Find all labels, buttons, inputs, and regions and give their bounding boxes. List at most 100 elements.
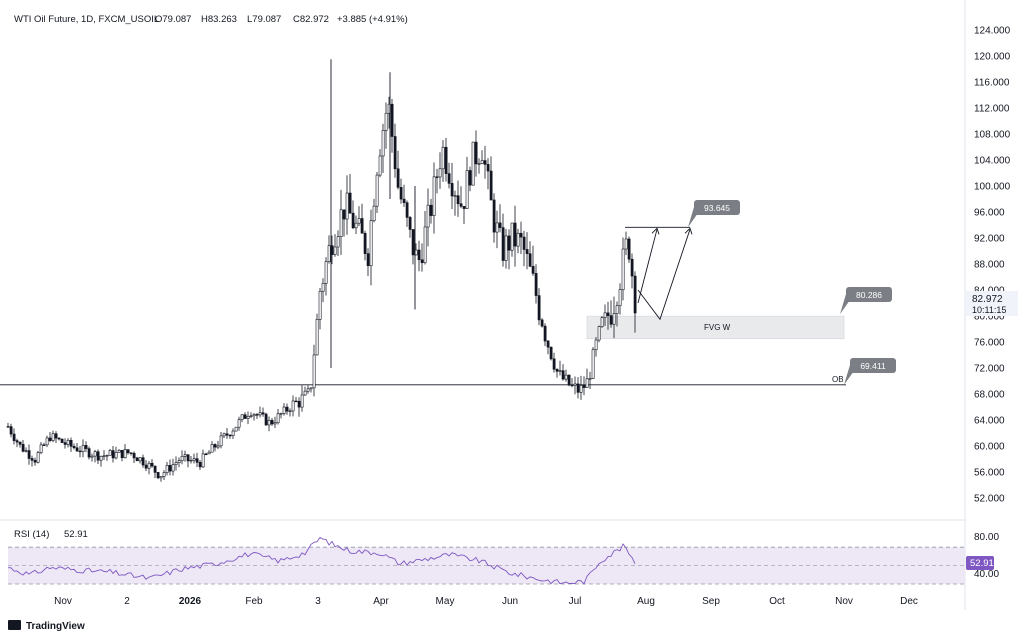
candle-up (207, 451, 211, 455)
candle-up (45, 437, 49, 446)
candle-up (276, 413, 280, 424)
price-tick: 72.000 (974, 364, 1005, 375)
candle-up (192, 458, 196, 461)
candle-down (429, 204, 433, 216)
candle-down (456, 195, 460, 205)
candle-down (606, 312, 610, 316)
candle-down (84, 445, 88, 449)
candle-down (144, 464, 148, 469)
candle-down (420, 259, 424, 264)
candle-up (375, 174, 379, 207)
candle-down (576, 383, 580, 393)
candle-down (522, 236, 526, 250)
candle-up (306, 388, 310, 392)
candle-down (468, 170, 472, 186)
candle-up (237, 419, 241, 428)
candle-down (489, 170, 493, 201)
candle-down (111, 450, 115, 459)
candle-down (195, 458, 199, 463)
candle-up (369, 220, 373, 267)
candle-down (135, 457, 139, 462)
tradingview-icon (8, 620, 21, 630)
candle-down (447, 173, 451, 184)
candle-down (18, 441, 22, 445)
target-tag-bg (694, 200, 740, 215)
candle-down (270, 419, 274, 425)
price-tick: 108.000 (974, 130, 1011, 141)
candle-down (540, 319, 544, 327)
price-tick: 120.000 (974, 52, 1011, 63)
candle-down (6, 426, 10, 428)
price-tick: 60.000 (974, 442, 1005, 453)
candle-up (591, 349, 595, 379)
candle-down (582, 385, 586, 388)
candle-down (33, 460, 37, 463)
candle-up (246, 415, 250, 419)
candle-up (258, 412, 262, 416)
time-tick: Jul (569, 596, 582, 607)
price-tick: 116.000 (974, 78, 1010, 89)
candle-down (450, 183, 454, 197)
candle-up (288, 410, 292, 413)
candle-down (528, 253, 532, 267)
candle-down (408, 217, 412, 230)
candle-down (396, 168, 400, 188)
candle-down (126, 449, 130, 454)
candle-up (426, 204, 430, 228)
candle-up (516, 232, 520, 247)
candle-down (96, 451, 100, 461)
candle-up (66, 439, 70, 445)
ohlc-close: C82.972 (293, 14, 329, 25)
candle-down (72, 446, 76, 449)
candle-up (579, 385, 583, 393)
candle-up (621, 248, 625, 290)
candle-down (15, 440, 19, 443)
candle-down (21, 444, 25, 452)
candle-down (342, 209, 346, 220)
fvg-box (586, 315, 845, 340)
candle-down (402, 198, 406, 203)
candlestick-series (6, 59, 637, 482)
candle-up (339, 209, 343, 238)
time-tick: Apr (373, 596, 389, 607)
price-tick: 88.000 (974, 260, 1005, 271)
candle-down (507, 235, 511, 251)
rsi-pane (7, 536, 965, 585)
candle-up (51, 433, 55, 441)
candle-up (441, 146, 445, 170)
candle-up (381, 130, 385, 157)
candle-up (282, 406, 286, 414)
fvg-tag: 80.286 (856, 290, 882, 300)
ohlc-open: O79.087 (155, 14, 191, 25)
candle-up (594, 339, 598, 351)
candle-up (249, 415, 253, 417)
candle-down (525, 249, 529, 254)
candle-down (69, 439, 73, 447)
price-axis: 124.000 120.000 116.000 112.000 108.000 104.0… (974, 26, 1011, 505)
candle-up (165, 465, 169, 473)
candle-up (300, 394, 304, 408)
ob-tag: 69.411 (860, 361, 886, 371)
price-tick: 112.000 (974, 104, 1010, 115)
time-tick: Oct (769, 596, 785, 607)
price-tick: 96.000 (974, 208, 1005, 219)
rsi-badge-value: 52.91 (970, 558, 994, 569)
candle-down (519, 232, 523, 238)
rsi-badge (966, 556, 994, 570)
candle-down (459, 203, 463, 207)
rsi-tick-80: 80.00 (974, 532, 999, 543)
price-tick: 100.000 (974, 182, 1011, 193)
candle-up (615, 305, 619, 314)
candle-up (321, 283, 325, 292)
candle-down (393, 136, 397, 170)
price-tick: 56.000 (974, 468, 1005, 479)
candle-down (243, 414, 247, 419)
candle-up (312, 354, 316, 389)
candle-up (600, 317, 604, 327)
time-tick: Sep (702, 596, 720, 607)
bar-countdown: 10:11:15 (972, 305, 1006, 315)
candle-down (492, 199, 496, 233)
candle-down (399, 187, 403, 200)
candle-down (264, 413, 268, 426)
candle-up (117, 449, 121, 453)
